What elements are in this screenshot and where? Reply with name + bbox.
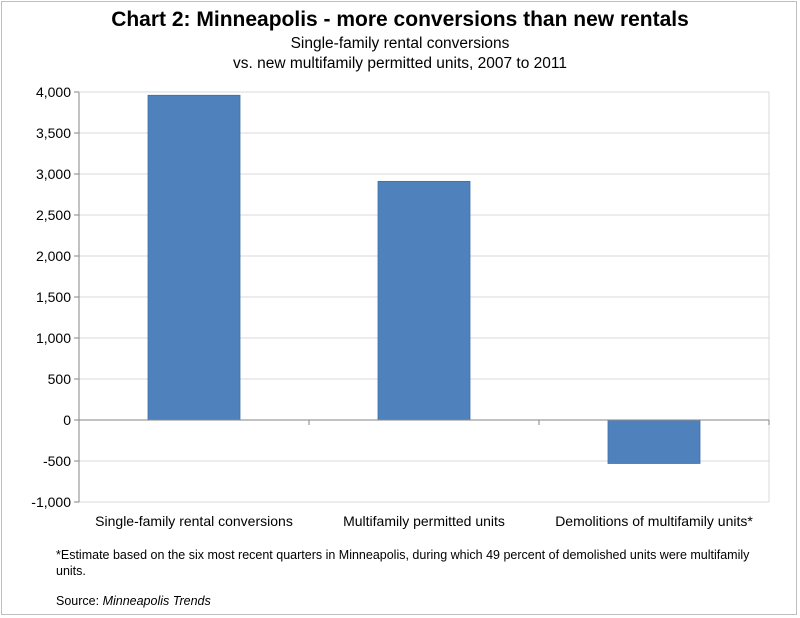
bar xyxy=(147,94,241,421)
y-tick-label: 3,500 xyxy=(36,125,71,141)
source-line: Source: Minneapolis Trends xyxy=(56,594,211,608)
y-tick-label: 500 xyxy=(48,371,72,387)
chart-subtitle-line-2: vs. new multifamily permitted units, 200… xyxy=(233,55,567,72)
y-tick-label: 0 xyxy=(63,412,71,428)
y-tick-label: 2,000 xyxy=(36,248,71,264)
y-tick-label: 3,000 xyxy=(36,166,71,182)
x-category-label: Demolitions of multifamily units* xyxy=(555,513,753,529)
source-name: Minneapolis Trends xyxy=(102,594,211,608)
footnote: *Estimate based on the six most recent q… xyxy=(56,548,750,578)
y-tick-label: -1,000 xyxy=(31,494,71,510)
y-tick-label: -500 xyxy=(43,453,71,469)
y-tick-label: 4,000 xyxy=(36,84,71,100)
chart-title: Chart 2: Minneapolis - more conversions … xyxy=(111,8,689,31)
bar xyxy=(377,180,471,421)
y-tick-label: 1,000 xyxy=(36,330,71,346)
bar xyxy=(607,419,701,464)
x-category-label: Single-family rental conversions xyxy=(95,513,293,529)
source-label: Source: xyxy=(56,594,103,608)
y-tick-label: 1,500 xyxy=(36,289,71,305)
x-category-label: Multifamily permitted units xyxy=(343,513,505,529)
y-tick-label: 2,500 xyxy=(36,207,71,223)
chart-subtitle-line-1: Single-family rental conversions xyxy=(290,35,510,52)
